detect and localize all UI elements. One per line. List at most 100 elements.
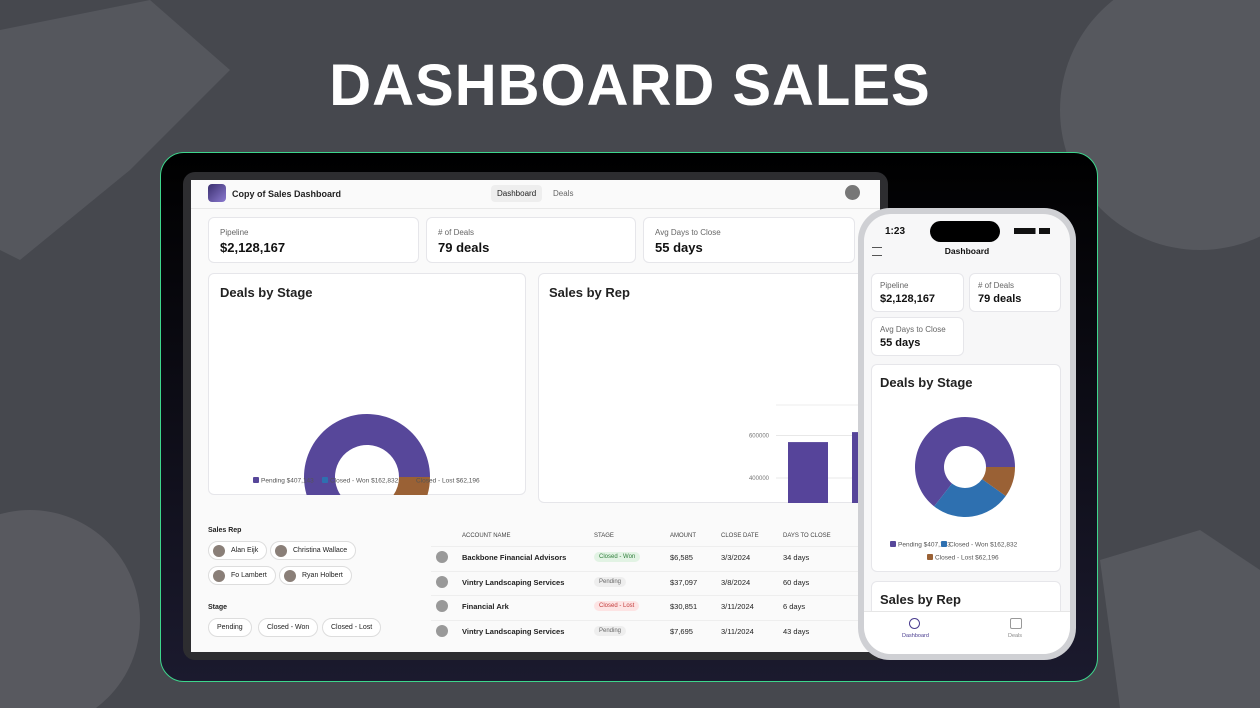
desktop-app: Copy of Sales Dashboard Dashboard Deals … — [191, 180, 880, 652]
status-time: 1:23 — [885, 226, 906, 237]
tab-label[interactable]: Deals — [1008, 633, 1023, 639]
tab-label[interactable]: Dashboard — [902, 633, 929, 639]
nav-tab[interactable]: Deals — [553, 189, 574, 198]
legend-swatch — [408, 477, 414, 483]
kpi-value: 55 days — [655, 240, 703, 255]
table-cell: $6,585 — [670, 553, 693, 562]
kpi-card: Avg Days to Close 55 days — [871, 317, 964, 356]
table-cell: 60 days — [783, 577, 810, 587]
legend-name: Closed - Won — [330, 478, 371, 485]
legend-value: $407,143 — [287, 478, 314, 485]
status-icons — [1014, 228, 1050, 234]
table-cell: 3/3/2024 — [721, 553, 751, 562]
account-name: Backbone Financial Advisors — [462, 553, 567, 562]
filter-chip[interactable]: Christina Wallace — [270, 541, 357, 560]
kpi-card: Pipeline $2,128,167 — [871, 273, 964, 312]
legend-entry: Pending $407,143 — [898, 542, 951, 549]
avatar — [284, 570, 296, 582]
chip-label: Fo Lambert — [231, 572, 267, 579]
pie-slice — [915, 416, 1015, 507]
legend-swatch — [890, 541, 896, 547]
table-cell: 3/11/2024 — [721, 602, 754, 611]
tab-icon[interactable] — [909, 618, 920, 629]
kpi-label: Pipeline — [220, 228, 249, 237]
pie-slice — [304, 414, 430, 495]
chart-title: Deals by Stage — [220, 285, 313, 300]
filter-chip[interactable]: Alan Eijk — [208, 541, 268, 560]
avatar[interactable] — [845, 185, 860, 200]
kpi-value: 79 deals — [978, 293, 1022, 305]
account-name: Vintry Landscaping Services — [462, 626, 565, 636]
column-header: STAGE — [594, 533, 614, 539]
legend-swatch — [927, 554, 933, 560]
app-logo — [208, 184, 226, 202]
filter-chip[interactable]: Closed - Won — [258, 618, 319, 637]
kpi-card: # of Deals 79 deals — [969, 273, 1061, 312]
legend-name: Closed - Lost — [935, 555, 975, 562]
phone-screen: 1:23 Dashboard Pipeline $2,128,167 # of D… — [864, 214, 1070, 654]
avatar — [213, 545, 225, 557]
filter-chip[interactable]: Pending — [208, 618, 252, 637]
stage-badge: Closed - Lost — [594, 601, 640, 611]
page-title: DASHBOARD SALES — [329, 53, 931, 118]
filter-label: Sales Rep — [208, 527, 242, 534]
column-header: ACCOUNT NAME — [462, 533, 511, 539]
kpi-value: $2,128,167 — [880, 293, 936, 305]
chip-label: Ryan Holbert — [302, 572, 343, 579]
filter-chip[interactable]: Fo Lambert — [208, 566, 276, 585]
filter-label: Stage — [208, 604, 228, 611]
table-cell: 43 days — [783, 626, 810, 636]
chart-card: Deals by Stage — [208, 273, 526, 495]
stage-badge: Pending — [594, 625, 627, 636]
kpi-label: # of Deals — [978, 281, 1015, 290]
nav-tab[interactable]: Dashboard — [491, 185, 543, 202]
kpi-value: $2,128,167 — [220, 240, 286, 255]
table-cell: 3/8/2024 — [721, 577, 751, 587]
chart-card: Deals by Stage — [871, 364, 1061, 572]
menu-icon[interactable] — [872, 247, 882, 256]
account-name: Financial Ark — [462, 602, 509, 611]
account-icon — [436, 624, 448, 637]
divider — [191, 208, 880, 209]
chip-label: Alan Eijk — [231, 547, 259, 554]
account-icon — [436, 575, 448, 588]
kpi-label: # of Deals — [438, 228, 475, 237]
avatar — [213, 570, 225, 582]
table-cell: $37,097 — [670, 577, 698, 587]
y-tick-label: 600000 — [749, 434, 770, 440]
chart-title: Deals by Stage — [880, 375, 973, 390]
kpi-card: Pipeline $2,128,167 — [208, 217, 419, 263]
legend-entry: Closed - Lost $62,196 — [416, 478, 480, 485]
kpi-label: Avg Days to Close — [655, 228, 721, 237]
legend-entry: Closed - Lost $62,196 — [935, 555, 999, 562]
table-cell: $7,695 — [670, 626, 693, 636]
kpi-label: Avg Days to Close — [880, 325, 946, 334]
legend-value: $62,196 — [975, 555, 999, 562]
filter-chip[interactable]: Ryan Holbert — [279, 566, 352, 585]
column-header: AMOUNT — [670, 533, 696, 539]
y-tick-label: 400000 — [749, 476, 770, 482]
legend-value: $162,832 — [371, 478, 398, 485]
chart-title: Sales by Rep — [880, 592, 961, 607]
legend-name: Closed - Lost — [416, 478, 456, 485]
tab-bar: Dashboard Deals — [864, 611, 1070, 654]
stage-badge: Closed - Won — [594, 552, 641, 562]
avatar — [275, 545, 287, 557]
filter-chip[interactable]: Closed - Lost — [322, 618, 382, 637]
bar-chart: 200000400000600000Christina WallaceRyan … — [749, 404, 868, 503]
legend-value: $407,143 — [924, 542, 951, 549]
bar — [788, 442, 828, 503]
table-cell: $30,851 — [670, 602, 698, 611]
legend-entry: Pending $407,143 — [261, 478, 314, 485]
legend-name: Pending — [261, 478, 287, 485]
column-header: DAYS TO CLOSE — [783, 533, 831, 539]
tab-icon[interactable] — [1010, 618, 1022, 629]
legend-entry: Closed - Won $162,832 — [330, 478, 399, 485]
row-divider — [431, 546, 880, 547]
kpi-card: # of Deals 79 deals — [426, 217, 636, 263]
kpi-value: 79 deals — [438, 240, 490, 255]
account-icon — [436, 551, 448, 563]
